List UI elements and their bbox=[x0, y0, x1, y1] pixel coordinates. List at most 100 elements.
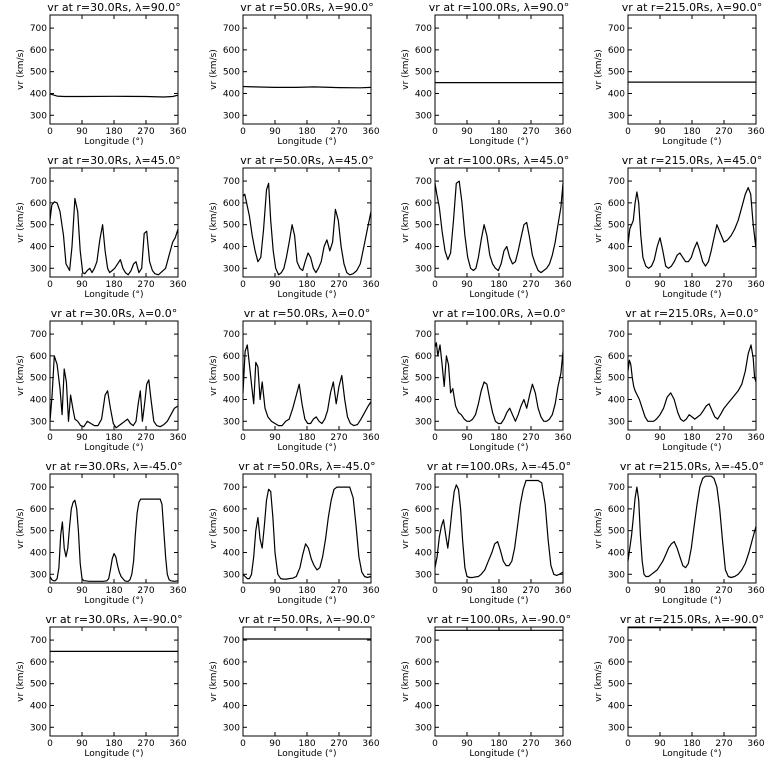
y-tick-label: 400 bbox=[30, 701, 47, 711]
y-axis-label: vr (km/s) bbox=[401, 49, 411, 90]
vr-series-line bbox=[49, 197, 179, 276]
x-axis-label: Longitude (°) bbox=[84, 749, 143, 759]
y-tick-label: 500 bbox=[415, 680, 432, 690]
vr-series-line bbox=[49, 498, 179, 582]
plot-frame bbox=[242, 473, 372, 584]
y-tick-label: 300 bbox=[30, 111, 47, 121]
x-tick-label: 90 bbox=[269, 127, 281, 137]
y-tick-label: 600 bbox=[415, 505, 432, 515]
x-tick-label: 0 bbox=[625, 127, 631, 137]
y-tick-label: 600 bbox=[223, 199, 240, 209]
x-tick-label: 90 bbox=[269, 586, 281, 596]
vr-series-line bbox=[49, 93, 179, 98]
x-tick-label: 180 bbox=[105, 280, 122, 290]
y-tick-label: 500 bbox=[415, 221, 432, 231]
x-tick-label: 270 bbox=[330, 280, 347, 290]
x-tick-label: 180 bbox=[490, 739, 507, 749]
x-tick-label: 360 bbox=[747, 127, 764, 137]
x-tick-label: 90 bbox=[654, 280, 666, 290]
subplot-title: vr at r=50.0Rs, λ=90.0° bbox=[240, 1, 373, 14]
subplot-title: vr at r=50.0Rs, λ=-45.0° bbox=[238, 460, 375, 473]
y-tick-label: 600 bbox=[30, 352, 47, 362]
vr-series-line bbox=[242, 486, 372, 580]
plot-frame bbox=[49, 626, 179, 737]
x-tick-label: 270 bbox=[715, 739, 732, 749]
x-tick-label: 0 bbox=[625, 739, 631, 749]
x-tick-label: 360 bbox=[554, 280, 571, 290]
plot-frame bbox=[49, 167, 179, 278]
y-tick-label: 500 bbox=[30, 680, 47, 690]
y-tick-label: 500 bbox=[223, 68, 240, 78]
x-tick-label: 0 bbox=[432, 586, 438, 596]
subplot-19: vr at r=100.0Rs, λ=-90.0° 0 90 180 270 360 300… bbox=[401, 613, 572, 759]
y-tick-label: 700 bbox=[30, 483, 47, 493]
vr-series-line bbox=[242, 344, 372, 427]
y-tick-label: 400 bbox=[415, 89, 432, 99]
plot-frame bbox=[627, 320, 757, 431]
y-tick-label: 400 bbox=[30, 242, 47, 252]
y-tick-label: 300 bbox=[608, 111, 625, 121]
x-tick-label: 270 bbox=[522, 127, 539, 137]
y-tick-label: 400 bbox=[415, 701, 432, 711]
subplot-title: vr at r=215.0Rs, λ=90.0° bbox=[622, 1, 762, 14]
x-tick-label: 0 bbox=[47, 433, 53, 443]
y-tick-label: 500 bbox=[30, 221, 47, 231]
subplot-5: vr at r=30.0Rs, λ=45.0° 0 90 180 270 360 300 40… bbox=[16, 154, 187, 300]
x-tick-label: 270 bbox=[522, 433, 539, 443]
y-tick-label: 500 bbox=[608, 68, 625, 78]
y-tick-label: 600 bbox=[223, 505, 240, 515]
x-tick-label: 180 bbox=[490, 280, 507, 290]
y-axis-label: vr (km/s) bbox=[401, 661, 411, 702]
x-tick-label: 0 bbox=[240, 586, 246, 596]
y-axis-label: vr (km/s) bbox=[16, 508, 26, 549]
subplot-17: vr at r=30.0Rs, λ=-90.0° 0 90 180 270 360 300 4… bbox=[16, 613, 187, 759]
y-tick-label: 500 bbox=[30, 68, 47, 78]
x-axis-label: Longitude (°) bbox=[469, 137, 528, 147]
y-tick-label: 600 bbox=[30, 46, 47, 56]
x-tick-label: 180 bbox=[490, 127, 507, 137]
x-axis-label: Longitude (°) bbox=[277, 749, 336, 759]
x-tick-label: 90 bbox=[654, 433, 666, 443]
x-axis-label: Longitude (°) bbox=[662, 596, 721, 606]
y-axis-label: vr (km/s) bbox=[594, 661, 604, 702]
y-tick-label: 700 bbox=[223, 24, 240, 34]
subplot-title: vr at r=215.0Rs, λ=45.0° bbox=[622, 154, 762, 167]
x-tick-label: 180 bbox=[298, 739, 315, 749]
y-axis-label: vr (km/s) bbox=[16, 49, 26, 90]
x-axis-label: Longitude (°) bbox=[662, 137, 721, 147]
subplot-12: vr at r=215.0Rs, λ=0.0° 0 90 180 270 360 300 40… bbox=[594, 307, 765, 453]
subplot-14: vr at r=50.0Rs, λ=-45.0° 0 90 180 270 360 300 4… bbox=[209, 460, 380, 606]
y-tick-label: 400 bbox=[415, 395, 432, 405]
y-tick-label: 700 bbox=[608, 636, 625, 646]
x-tick-label: 90 bbox=[461, 586, 473, 596]
x-tick-label: 0 bbox=[240, 739, 246, 749]
x-tick-label: 90 bbox=[461, 280, 473, 290]
x-tick-label: 180 bbox=[683, 586, 700, 596]
subplot-title: vr at r=100.0Rs, λ=45.0° bbox=[429, 154, 569, 167]
y-tick-label: 400 bbox=[415, 242, 432, 252]
plot-frame bbox=[242, 320, 372, 431]
y-tick-label: 400 bbox=[223, 701, 240, 711]
y-tick-label: 700 bbox=[30, 330, 47, 340]
x-tick-label: 180 bbox=[683, 127, 700, 137]
x-tick-label: 0 bbox=[432, 280, 438, 290]
x-tick-label: 360 bbox=[747, 433, 764, 443]
subplot-13: vr at r=30.0Rs, λ=-45.0° 0 90 180 270 360 300 4… bbox=[16, 460, 187, 606]
x-tick-label: 90 bbox=[269, 280, 281, 290]
x-tick-label: 0 bbox=[240, 127, 246, 137]
x-tick-label: 0 bbox=[432, 433, 438, 443]
y-axis-label: vr (km/s) bbox=[209, 508, 219, 549]
x-tick-label: 360 bbox=[747, 280, 764, 290]
subplot-18: vr at r=50.0Rs, λ=-90.0° 0 90 180 270 360 300 4… bbox=[209, 613, 380, 759]
x-tick-label: 270 bbox=[137, 433, 154, 443]
subplot-title: vr at r=215.0Rs, λ=-90.0° bbox=[620, 613, 764, 626]
x-tick-label: 90 bbox=[76, 127, 88, 137]
subplot-16: vr at r=215.0Rs, λ=-45.0° 0 90 180 270 360 300… bbox=[594, 460, 765, 606]
x-tick-label: 270 bbox=[330, 127, 347, 137]
subplot-title: vr at r=100.0Rs, λ=-90.0° bbox=[427, 613, 571, 626]
plot-frame bbox=[434, 167, 564, 278]
x-tick-label: 270 bbox=[330, 433, 347, 443]
x-tick-label: 180 bbox=[490, 586, 507, 596]
x-tick-label: 360 bbox=[554, 433, 571, 443]
